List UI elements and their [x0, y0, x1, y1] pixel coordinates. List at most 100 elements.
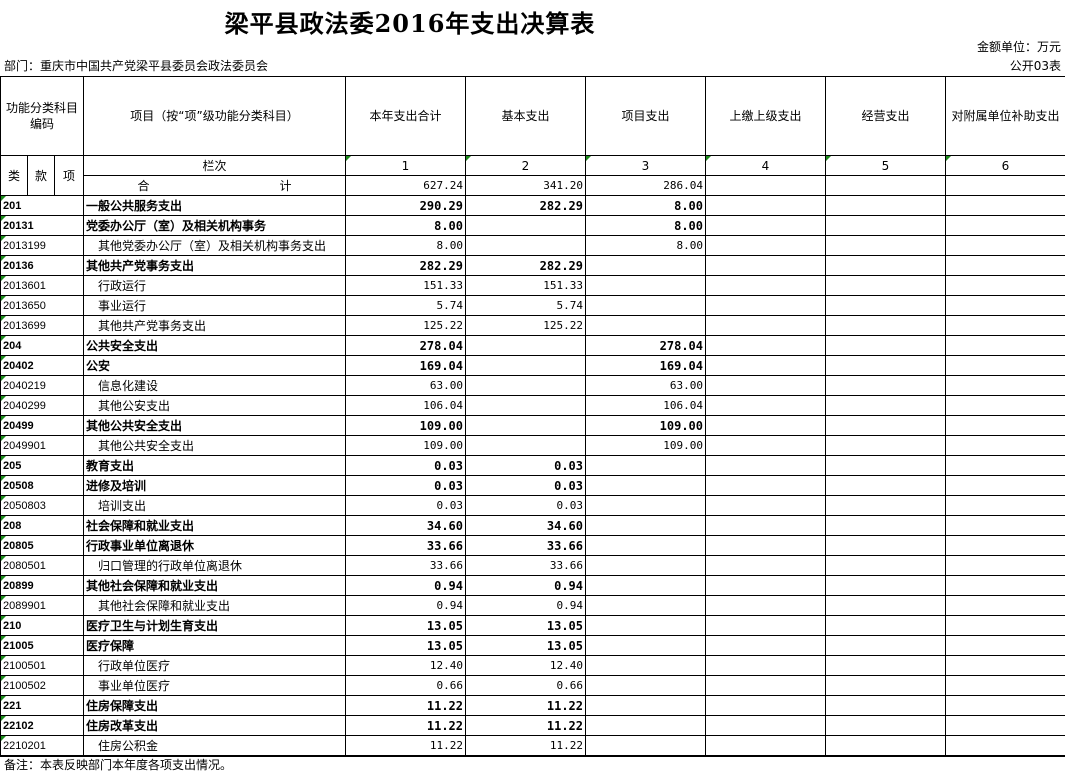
row-total: 290.29: [345, 195, 466, 216]
row-empty: [825, 195, 946, 216]
row-total: 8.00: [345, 215, 466, 236]
row-empty: [945, 635, 1065, 656]
row-empty: [825, 215, 946, 236]
row-name: 公共安全支出: [83, 335, 346, 356]
header-xiang: 项: [54, 155, 84, 196]
row-project: 109.00: [585, 415, 706, 436]
row-name: 住房改革支出: [83, 715, 346, 736]
table-row: 204 公共安全支出 278.04 278.04: [0, 335, 1065, 356]
row-total: 13.05: [345, 635, 466, 656]
row-empty: [705, 495, 826, 516]
row-empty: [825, 535, 946, 556]
row-total: 0.94: [345, 595, 466, 616]
row-empty: [825, 735, 946, 757]
row-empty: [825, 575, 946, 596]
row-empty: [945, 515, 1065, 536]
row-total: 0.94: [345, 575, 466, 596]
row-basic: [465, 215, 586, 236]
row-empty: [705, 255, 826, 276]
table-row: 208 社会保障和就业支出 34.60 34.60: [0, 515, 1065, 536]
row-project: [585, 615, 706, 636]
total-row: 合计 627.24 341.20 286.04: [1, 175, 1065, 196]
row-name: 住房保障支出: [83, 695, 346, 716]
row-empty: [825, 275, 946, 296]
row-empty: [825, 675, 946, 696]
table-row: 22102 住房改革支出 11.22 11.22: [0, 715, 1065, 736]
row-empty: [945, 215, 1065, 236]
header-total: 本年支出合计: [345, 76, 466, 156]
row-project: [585, 455, 706, 476]
row-code: 2013199: [0, 235, 84, 256]
row-code: 2100501: [0, 655, 84, 676]
row-empty: [945, 455, 1065, 476]
row-total: 0.03: [345, 475, 466, 496]
column-index-6: 6: [945, 155, 1065, 176]
row-empty: [705, 715, 826, 736]
row-empty: [825, 395, 946, 416]
row-code: 2210201: [0, 735, 84, 757]
row-name: 归口管理的行政单位离退休: [83, 555, 346, 576]
row-total: 106.04: [345, 395, 466, 416]
row-empty: [945, 335, 1065, 356]
table-row: 20402 公安 169.04 169.04: [0, 355, 1065, 376]
row-empty: [945, 475, 1065, 496]
row-name: 其他社会保障和就业支出: [83, 575, 346, 596]
row-empty: [945, 615, 1065, 636]
row-total: 151.33: [345, 275, 466, 296]
row-name: 住房公积金: [83, 735, 346, 757]
row-project: [585, 715, 706, 736]
row-empty: [705, 555, 826, 576]
table-row: 205 教育支出 0.03 0.03: [0, 455, 1065, 476]
row-code: 2089901: [0, 595, 84, 616]
row-name: 医疗卫生与计划生育支出: [83, 615, 346, 636]
row-project: [585, 695, 706, 716]
row-total: 0.66: [345, 675, 466, 696]
row-empty: [705, 195, 826, 216]
row-code: 2013650: [0, 295, 84, 316]
row-project: [585, 735, 706, 757]
table-row: 2013650 事业运行 5.74 5.74: [0, 295, 1065, 316]
row-code: 2040219: [0, 375, 84, 396]
column-index-2: 2: [465, 155, 586, 176]
row-code: 2013601: [0, 275, 84, 296]
row-code: 20131: [0, 215, 84, 236]
row-name: 党委办公厅（室）及相关机构事务: [83, 215, 346, 236]
row-empty: [705, 535, 826, 556]
row-code: 2049901: [0, 435, 84, 456]
table-row: 2080501 归口管理的行政单位离退休 33.66 33.66: [0, 555, 1065, 576]
row-name: 行政事业单位离退休: [83, 535, 346, 556]
row-name: 其他共产党事务支出: [83, 255, 346, 276]
row-empty: [825, 315, 946, 336]
row-empty: [825, 475, 946, 496]
row-empty: [945, 355, 1065, 376]
row-basic: 33.66: [465, 535, 586, 556]
row-empty: [945, 735, 1065, 757]
row-basic: 34.60: [465, 515, 586, 536]
row-code: 2050803: [0, 495, 84, 516]
row-empty: [945, 655, 1065, 676]
row-empty: [705, 375, 826, 396]
header-upper: 上缴上级支出: [705, 76, 826, 156]
row-empty: [705, 575, 826, 596]
row-empty: [705, 515, 826, 536]
row-empty: [945, 415, 1065, 436]
row-empty: [825, 635, 946, 656]
row-empty: [945, 235, 1065, 256]
row-code: 208: [0, 515, 84, 536]
row-name: 其他社会保障和就业支出: [83, 595, 346, 616]
table-row: 2210201 住房公积金 11.22 11.22: [0, 735, 1065, 757]
row-empty: [945, 575, 1065, 596]
row-empty: [945, 555, 1065, 576]
row-name: 医疗保障: [83, 635, 346, 656]
row-name: 事业单位医疗: [83, 675, 346, 696]
row-empty: [825, 595, 946, 616]
row-project: [585, 675, 706, 696]
header-subsidy: 对附属单位补助支出: [945, 76, 1065, 156]
row-project: [585, 475, 706, 496]
row-empty: [825, 655, 946, 676]
row-empty: [945, 695, 1065, 716]
row-basic: 11.22: [465, 735, 586, 757]
row-basic: 11.22: [465, 715, 586, 736]
row-project: [585, 255, 706, 276]
row-empty: [945, 295, 1065, 316]
